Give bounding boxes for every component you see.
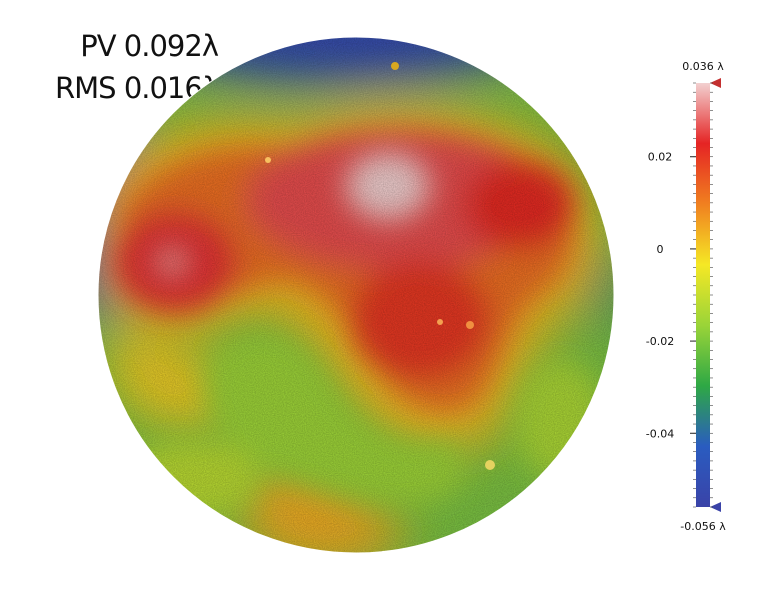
colorbar-tick-label: -0.02 [646, 335, 674, 348]
colorbar-tick-label: -0.04 [646, 427, 674, 440]
colorbar-min-label: -0.056 λ [680, 520, 726, 533]
defect-dot [437, 319, 443, 325]
colorbar-min-marker [710, 502, 721, 512]
map-border [97, 36, 615, 554]
map-speckle [98, 37, 614, 553]
colorbar-tick-label: 0.02 [648, 151, 673, 164]
pv-value: PV 0.092λ [80, 29, 219, 63]
surface-map [98, 37, 614, 553]
defect-dot [391, 62, 399, 70]
colorbar-max-marker [710, 78, 721, 88]
colorbar-max-label: 0.036 λ [682, 60, 724, 73]
defect-dot [466, 321, 474, 329]
colorbar-body [696, 83, 710, 507]
defect-dot [265, 157, 271, 163]
colorbar: 0.036 λ -0.056 λ 0.02 0 -0.02 -0.04 [646, 60, 726, 533]
colorbar-tick-label: 0 [657, 243, 664, 256]
defect-dot [485, 460, 495, 470]
